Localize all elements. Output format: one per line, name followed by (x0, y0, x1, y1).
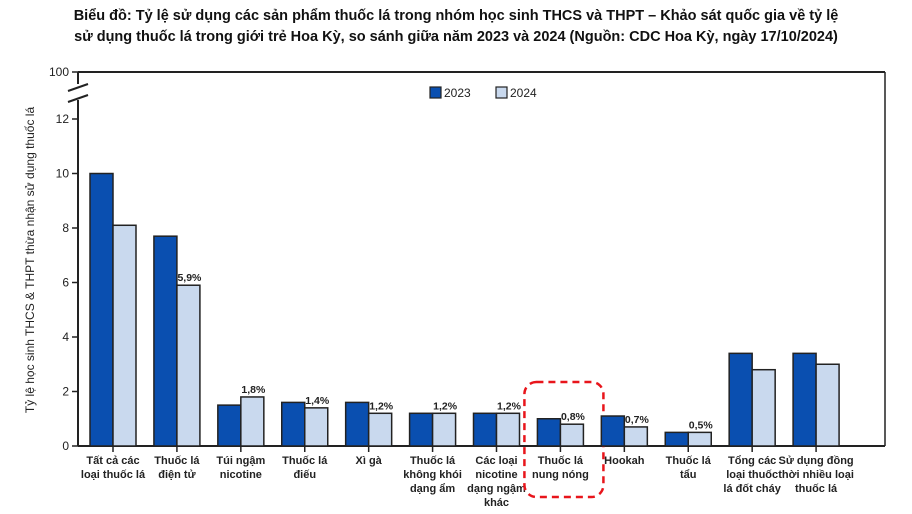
bar-2024 (495, 412, 521, 447)
highlight-box (523, 380, 605, 499)
x-category-label: nicotine (220, 469, 262, 481)
x-category-label: dạng ẩm (410, 483, 455, 495)
x-category-label: loại thuốc (726, 469, 778, 481)
y-tick-label: 100 (49, 65, 69, 79)
bar-2024 (559, 423, 585, 447)
bar-2024 (751, 368, 776, 447)
x-category-label: điếu (293, 469, 316, 481)
data-label: 0,5% (689, 419, 714, 431)
axis-break-mark (67, 94, 89, 103)
bar-2023 (600, 415, 626, 447)
bar-2024 (367, 412, 393, 447)
x-category-label: khác (484, 497, 509, 509)
x-category-label: lá đốt cháy (723, 483, 781, 495)
x-category-label: thuốc lá (795, 483, 838, 495)
x-category-label: Thuốc lá (282, 455, 328, 467)
x-category-label: Thuốc lá (410, 455, 456, 467)
bar-2024 (240, 396, 265, 447)
x-category-label: tẩu (680, 469, 697, 481)
x-category-label: Xì gà (356, 455, 383, 467)
legend-label: 2024 (510, 86, 537, 100)
x-category-label: thời nhiều loại (778, 469, 854, 481)
x-category-label: Sử dụng đồng (778, 455, 853, 467)
x-category-label: nicotine (475, 469, 517, 481)
y-tick-label: 8 (62, 221, 69, 235)
x-category-label: Túi ngậm (216, 455, 265, 467)
x-category-label: Thuốc lá (538, 455, 584, 467)
x-category-label: Các loại (475, 455, 517, 467)
bar-2024 (304, 407, 329, 447)
legend-label: 2023 (444, 86, 471, 100)
x-category-label: Thuốc lá (666, 455, 712, 467)
x-category-label: dạng ngậm (467, 483, 526, 495)
legend-swatch-2024 (495, 86, 508, 99)
y-tick-label: 6 (62, 276, 69, 290)
y-tick-label: 0 (62, 439, 69, 453)
bar-2023 (408, 412, 434, 447)
y-tick-label: 10 (56, 167, 70, 181)
data-label: 1,4% (305, 395, 330, 407)
bar-2024 (176, 284, 201, 447)
legend-swatch-2023 (429, 86, 442, 99)
bar-2023 (344, 401, 370, 447)
bar-2024 (687, 431, 712, 447)
bar-2024 (112, 224, 137, 447)
bar-2024 (815, 363, 840, 447)
data-label: 1,2% (433, 400, 458, 412)
data-label: 0,8% (561, 411, 586, 423)
data-label: 0,7% (625, 414, 650, 426)
x-category-label: Thuốc lá (154, 455, 200, 467)
x-category-label: nung nóng (532, 469, 589, 481)
bar-2024 (623, 426, 649, 447)
data-label: 1,8% (241, 384, 266, 396)
axis-break-mark (67, 83, 89, 92)
bar-2023 (153, 235, 178, 447)
x-category-label: Tất cả các (86, 455, 139, 467)
chart-title-line-2: sử dụng thuốc lá trong giới trẻ Hoa Kỳ, … (74, 29, 838, 45)
bar-2023 (536, 418, 562, 447)
bar-2023 (792, 352, 817, 447)
x-category-label: điện tử (158, 469, 195, 481)
x-category-label: không khói (403, 469, 462, 481)
data-label: 5,9% (177, 272, 202, 284)
chart-title-line-1: Biểu đồ: Tỷ lệ sử dụng các sản phẩm thuố… (73, 8, 839, 24)
y-tick-label: 2 (62, 385, 69, 399)
x-category-label: Hookah (604, 455, 645, 467)
x-category-label: Tổng các (728, 455, 776, 467)
bar-2023 (217, 404, 242, 447)
data-label: 1,2% (497, 400, 522, 412)
bar-2023 (664, 431, 689, 447)
bar-2023 (728, 352, 753, 447)
bar-2023 (472, 412, 498, 447)
bar-2024 (431, 412, 457, 447)
bar-2023 (89, 172, 114, 447)
x-category-label: loại thuốc lá (81, 469, 146, 481)
bar-2023 (281, 401, 306, 447)
y-tick-label: 12 (56, 112, 70, 126)
data-label: 1,2% (369, 400, 394, 412)
y-axis-label: Tỷ lệ học sinh THCS & THPT thừa nhận sử … (23, 107, 37, 414)
y-tick-label: 4 (62, 330, 69, 344)
chart-title: Biểu đồ: Tỷ lệ sử dụng các sản phẩm thuố… (0, 6, 912, 48)
